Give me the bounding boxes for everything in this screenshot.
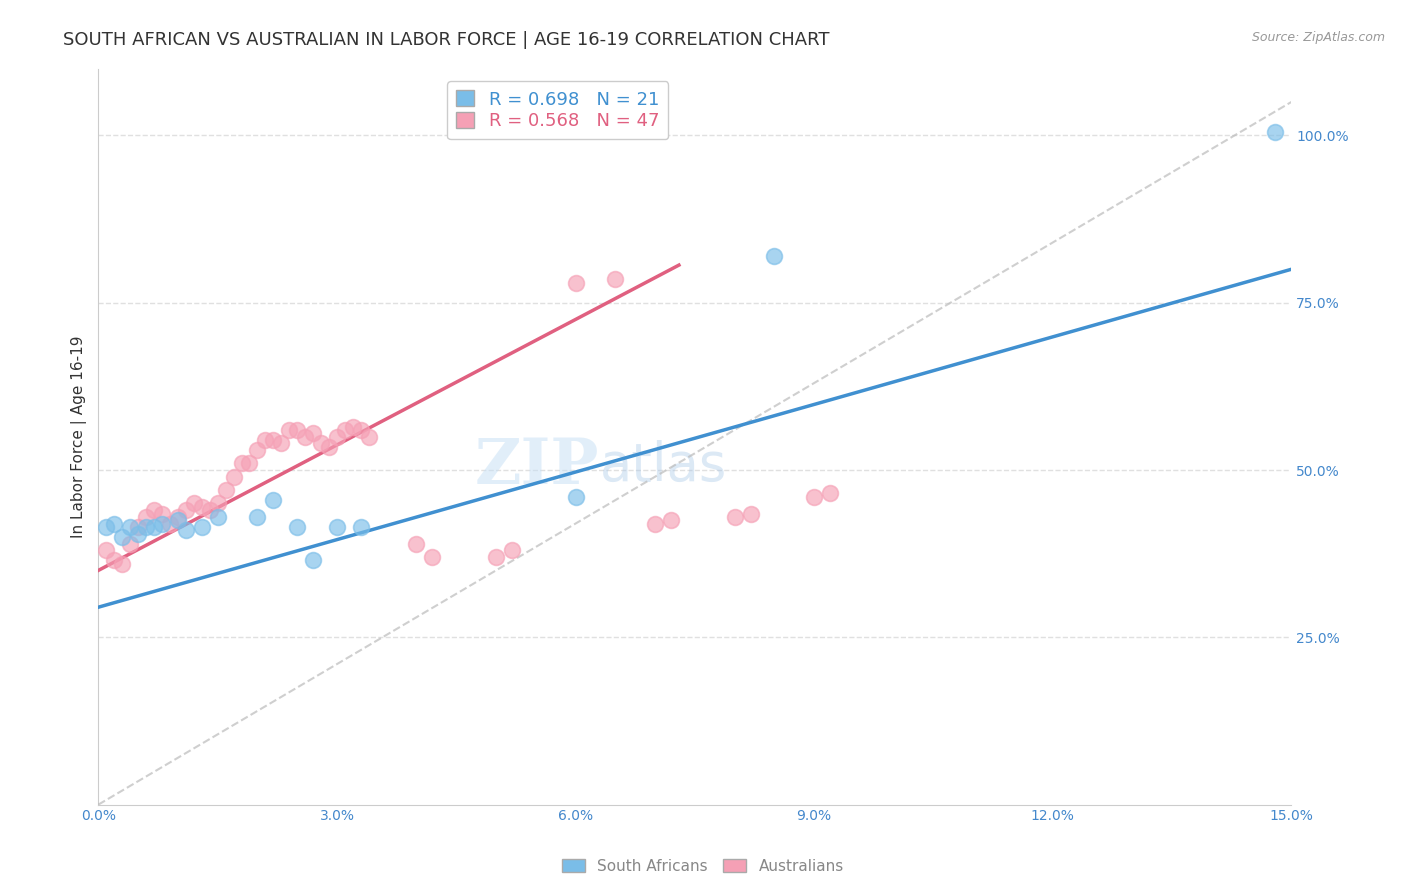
Point xyxy=(174,503,197,517)
Point xyxy=(740,507,762,521)
Point xyxy=(333,423,356,437)
Text: SOUTH AFRICAN VS AUSTRALIAN IN LABOR FORCE | AGE 16-19 CORRELATION CHART: SOUTH AFRICAN VS AUSTRALIAN IN LABOR FOR… xyxy=(63,31,830,49)
Point xyxy=(127,526,149,541)
Point xyxy=(190,500,212,514)
Point xyxy=(183,496,205,510)
Point xyxy=(357,429,380,443)
Point xyxy=(111,530,134,544)
Point xyxy=(167,509,190,524)
Point xyxy=(246,509,269,524)
Point xyxy=(254,433,277,447)
Point xyxy=(285,423,308,437)
Point xyxy=(501,543,523,558)
Point xyxy=(294,429,316,443)
Point xyxy=(222,469,245,483)
Point xyxy=(350,520,373,534)
Point xyxy=(723,509,745,524)
Point xyxy=(302,426,325,441)
Point xyxy=(120,536,142,550)
Point xyxy=(285,520,308,534)
Point xyxy=(803,490,825,504)
Point xyxy=(214,483,236,497)
Point xyxy=(103,516,125,531)
Point xyxy=(262,493,284,508)
Point xyxy=(278,423,301,437)
Point xyxy=(111,557,134,571)
Text: atlas: atlas xyxy=(599,440,727,492)
Point xyxy=(143,520,166,534)
Point xyxy=(198,503,221,517)
Point xyxy=(190,520,212,534)
Text: Source: ZipAtlas.com: Source: ZipAtlas.com xyxy=(1251,31,1385,45)
Point xyxy=(270,436,292,450)
Point xyxy=(818,486,841,500)
Point xyxy=(326,520,349,534)
Point xyxy=(135,520,157,534)
Point xyxy=(1264,125,1286,139)
Point xyxy=(150,516,173,531)
Point xyxy=(318,440,340,454)
Point xyxy=(150,507,173,521)
Point xyxy=(159,516,181,531)
Point xyxy=(207,509,229,524)
Point xyxy=(605,272,627,286)
Legend: R = 0.698   N = 21, R = 0.568   N = 47: R = 0.698 N = 21, R = 0.568 N = 47 xyxy=(447,81,668,139)
Point xyxy=(262,433,284,447)
Point xyxy=(127,520,149,534)
Point xyxy=(143,503,166,517)
Point xyxy=(644,516,666,531)
Point xyxy=(326,429,349,443)
Legend: South Africans, Australians: South Africans, Australians xyxy=(557,853,849,880)
Point xyxy=(302,553,325,567)
Point xyxy=(422,549,444,564)
Point xyxy=(207,496,229,510)
Point xyxy=(309,436,332,450)
Point xyxy=(763,249,786,263)
Point xyxy=(238,456,260,470)
Point xyxy=(659,513,682,527)
Point xyxy=(485,549,508,564)
Text: ZIP: ZIP xyxy=(475,435,599,497)
Y-axis label: In Labor Force | Age 16-19: In Labor Force | Age 16-19 xyxy=(72,335,87,538)
Point xyxy=(246,442,269,457)
Point xyxy=(96,543,118,558)
Point xyxy=(103,553,125,567)
Point xyxy=(231,456,253,470)
Point xyxy=(564,490,586,504)
Point xyxy=(342,419,364,434)
Point xyxy=(135,509,157,524)
Point xyxy=(174,523,197,537)
Point xyxy=(350,423,373,437)
Point xyxy=(564,276,586,290)
Point xyxy=(405,536,427,550)
Point xyxy=(96,520,118,534)
Point xyxy=(167,513,190,527)
Point xyxy=(120,520,142,534)
